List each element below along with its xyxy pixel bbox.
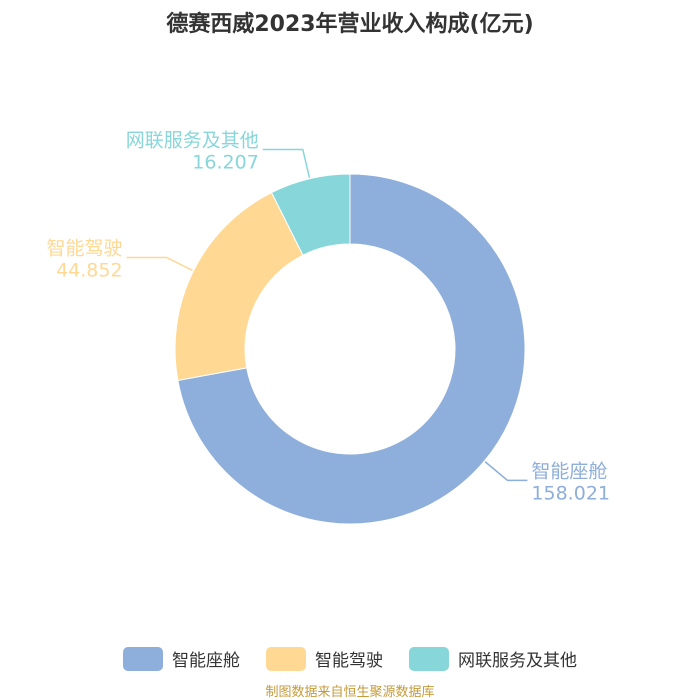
legend: 智能座舱 智能驾驶 网联服务及其他 [0,646,700,671]
legend-swatch-cockpit [123,646,163,671]
slice-label-network: 网联服务及其他 [126,130,259,152]
legend-label-network: 网联服务及其他 [458,651,577,671]
slice-label-driving: 智能驾驶 [47,237,123,259]
legend-swatch-driving [266,646,306,671]
slice-value-driving: 44.852 [56,259,122,281]
legend-label-driving: 智能驾驶 [315,651,383,671]
slice-driving[interactable] [174,191,304,381]
legend-item-network[interactable]: 网联服务及其他 [409,646,577,671]
leader-line-cockpit [484,461,528,482]
legend-swatch-network [409,646,449,671]
slice-cockpit[interactable] [177,173,526,525]
leader-line-network [262,148,311,178]
slice-value-network: 16.207 [192,152,258,174]
source-note: 制图数据来自恒生聚源数据库 [265,685,435,700]
legend-item-cockpit[interactable]: 智能座舱 [123,646,240,671]
slice-value-cockpit: 158.021 [531,482,610,504]
leader-line-driving [126,256,193,272]
legend-item-driving[interactable]: 智能驾驶 [266,646,383,671]
chart-title: 德赛西威2023年营业收入构成(亿元) [166,12,534,37]
slice-network[interactable] [270,173,351,256]
slice-label-cockpit: 智能座舱 [531,460,607,482]
legend-label-cockpit: 智能座舱 [172,651,240,671]
